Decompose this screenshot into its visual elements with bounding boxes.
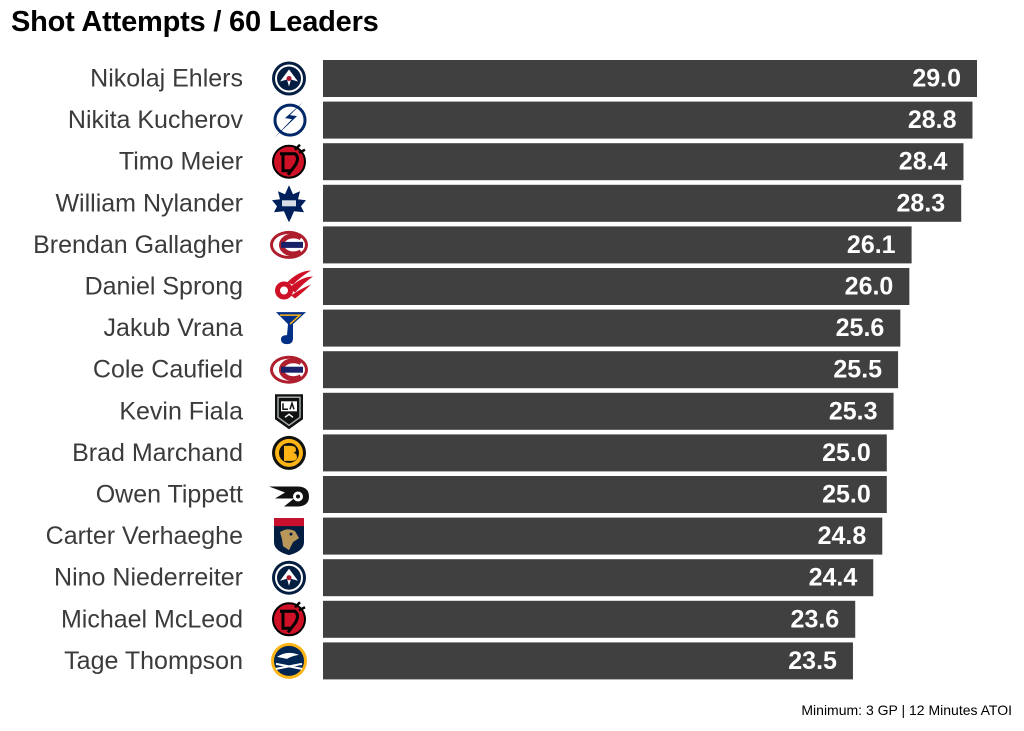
tampa-bay-lightning-logo-icon <box>273 102 307 139</box>
bar <box>323 434 887 472</box>
winnipeg-jets-logo-icon <box>272 61 306 96</box>
bar-chart: Nikolaj Ehlers Nikita Kucherov Timo Meier W… <box>33 60 977 680</box>
los-angeles-kings-logo-icon <box>275 394 303 430</box>
player-name-label: Nikita Kucherov <box>68 106 244 134</box>
toronto-maple-leafs-logo-icon <box>272 185 306 223</box>
bar <box>323 642 853 680</box>
bars <box>323 60 977 680</box>
bar-value-label: 29.0 <box>912 65 961 93</box>
boston-bruins-logo-icon <box>272 435 306 470</box>
bar-value-label: 24.4 <box>809 564 858 592</box>
player-name-label: Cole Caufield <box>93 356 243 384</box>
player-labels: Nikolaj Ehlers Nikita Kucherov Timo Meier W… <box>33 65 243 675</box>
bar-value-labels: 29.0 28.8 28.4 28.326.1 26.0 25.6 25.5 25.3 25.0… <box>788 65 961 675</box>
player-name-label: Brendan Gallagher <box>33 231 243 259</box>
team-logos <box>269 61 313 679</box>
bar-value-label: 28.3 <box>897 189 946 217</box>
bar-value-label: 25.6 <box>836 314 885 342</box>
bar <box>323 476 887 513</box>
new-jersey-devils-logo-icon <box>272 601 306 637</box>
player-name-label: Timo Meier <box>119 148 243 176</box>
st-louis-blues-logo-icon <box>276 312 306 345</box>
player-name-label: Kevin Fiala <box>119 397 243 425</box>
bar-value-label: 26.0 <box>845 273 894 301</box>
chart-caption: Minimum: 3 GP | 12 Minutes ATOI <box>801 702 1012 718</box>
bar-value-label: 23.5 <box>788 647 837 675</box>
player-name-label: Tage Thompson <box>64 647 243 675</box>
player-name-label: Carter Verhaeghe <box>46 522 243 550</box>
winnipeg-jets-logo-icon <box>272 560 306 595</box>
bar-value-label: 25.0 <box>822 439 871 467</box>
bar-value-label: 25.0 <box>822 481 871 509</box>
player-name-label: Nino Niederreiter <box>54 564 243 592</box>
bar <box>323 101 973 139</box>
player-name-label: William Nylander <box>55 189 243 217</box>
bar <box>323 559 874 597</box>
bar <box>323 309 901 347</box>
bar <box>323 143 964 181</box>
chart-title: Shot Attempts / 60 Leaders <box>11 6 379 38</box>
bar-value-label: 25.3 <box>829 397 878 425</box>
bar-value-label: 23.6 <box>791 605 840 633</box>
bar <box>323 600 856 638</box>
bar-value-label: 25.5 <box>833 356 882 384</box>
bar <box>323 392 894 430</box>
player-name-label: Owen Tippett <box>96 481 243 509</box>
philadelphia-flyers-logo-icon <box>269 486 309 507</box>
player-name-label: Daniel Sprong <box>85 273 243 301</box>
bar <box>323 517 883 555</box>
bar <box>323 226 912 264</box>
montreal-canadiens-logo-icon <box>270 355 308 384</box>
bar-value-label: 24.8 <box>818 522 867 550</box>
new-jersey-devils-logo-icon <box>272 143 306 179</box>
detroit-red-wings-logo-icon <box>275 270 313 300</box>
bar-value-label: 28.4 <box>899 148 948 176</box>
bar-value-label: 28.8 <box>908 106 957 134</box>
montreal-canadiens-logo-icon <box>270 230 308 259</box>
buffalo-sabres-logo-icon <box>271 642 307 679</box>
player-name-label: Brad Marchand <box>72 439 243 467</box>
bar <box>323 60 977 97</box>
player-name-label: Nikolaj Ehlers <box>90 65 243 93</box>
bar <box>323 184 962 222</box>
bar-value-label: 26.1 <box>847 231 896 259</box>
player-name-label: Jakub Vrana <box>104 314 244 342</box>
player-name-label: Michael McLeod <box>61 605 243 633</box>
bar <box>323 351 899 389</box>
bar <box>323 268 910 305</box>
florida-panthers-logo-icon <box>274 518 304 556</box>
